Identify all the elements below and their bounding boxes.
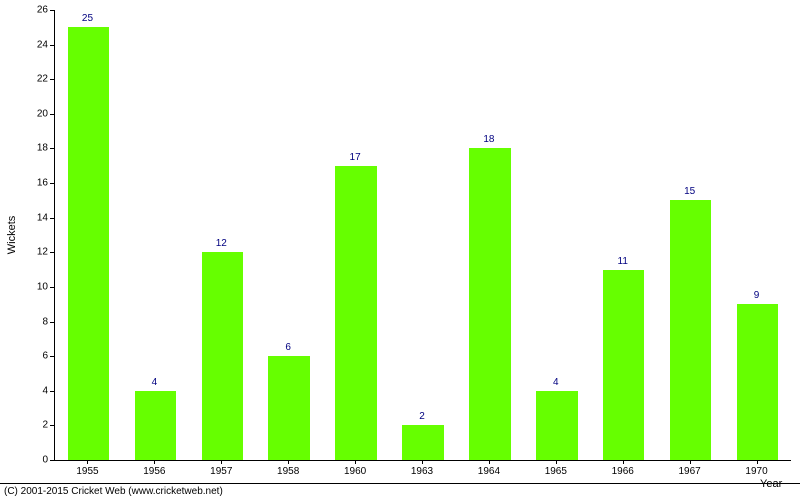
- bar-value-label: 6: [268, 342, 308, 353]
- plot-area: [54, 10, 791, 461]
- bar-value-label: 12: [201, 238, 241, 249]
- y-tick-mark: [50, 79, 54, 80]
- y-axis-title: Wickets: [6, 216, 18, 255]
- footer-copyright: (C) 2001-2015 Cricket Web (www.cricketwe…: [4, 486, 223, 497]
- x-tick-mark: [422, 460, 423, 464]
- x-tick-mark: [690, 460, 691, 464]
- x-tick-mark: [87, 460, 88, 464]
- y-tick-mark: [50, 460, 54, 461]
- x-tick-mark: [154, 460, 155, 464]
- y-tick-label: 22: [30, 74, 48, 85]
- chart-container: 02468101214161820222426 1955195619571958…: [0, 0, 800, 500]
- y-tick-label: 2: [30, 420, 48, 431]
- bar: [469, 148, 510, 460]
- x-tick-label: 1965: [545, 466, 567, 477]
- bar-value-label: 9: [737, 290, 777, 301]
- y-tick-mark: [50, 183, 54, 184]
- y-tick-mark: [50, 218, 54, 219]
- bar: [202, 252, 243, 460]
- x-tick-label: 1967: [679, 466, 701, 477]
- bars-group: [55, 10, 791, 460]
- y-tick-label: 8: [30, 316, 48, 327]
- y-tick-label: 20: [30, 108, 48, 119]
- bar-value-label: 18: [469, 134, 509, 145]
- y-tick-mark: [50, 148, 54, 149]
- bar-value-label: 25: [67, 13, 107, 24]
- y-tick-label: 6: [30, 351, 48, 362]
- y-tick-label: 12: [30, 247, 48, 258]
- y-tick-label: 0: [30, 455, 48, 466]
- x-tick-mark: [623, 460, 624, 464]
- footer-divider: [0, 483, 800, 484]
- bar: [670, 200, 711, 460]
- bar: [335, 166, 376, 460]
- bar: [603, 270, 644, 460]
- y-tick-mark: [50, 356, 54, 357]
- bar-value-label: 11: [603, 256, 643, 267]
- bar: [737, 304, 778, 460]
- y-tick-label: 18: [30, 143, 48, 154]
- bar: [268, 356, 309, 460]
- x-axis-title: Year: [760, 478, 782, 490]
- x-tick-label: 1960: [344, 466, 366, 477]
- y-tick-mark: [50, 10, 54, 11]
- x-tick-mark: [556, 460, 557, 464]
- y-tick-mark: [50, 252, 54, 253]
- y-tick-label: 4: [30, 385, 48, 396]
- x-tick-mark: [489, 460, 490, 464]
- x-tick-mark: [757, 460, 758, 464]
- bar-value-label: 15: [670, 186, 710, 197]
- y-tick-label: 26: [30, 5, 48, 16]
- y-tick-mark: [50, 287, 54, 288]
- y-tick-mark: [50, 425, 54, 426]
- x-tick-label: 1958: [277, 466, 299, 477]
- y-tick-mark: [50, 322, 54, 323]
- x-tick-mark: [355, 460, 356, 464]
- x-tick-label: 1956: [143, 466, 165, 477]
- x-tick-label: 1955: [76, 466, 98, 477]
- bar: [135, 391, 176, 460]
- y-tick-label: 10: [30, 281, 48, 292]
- bar: [68, 27, 109, 460]
- x-tick-mark: [288, 460, 289, 464]
- bar-value-label: 2: [402, 411, 442, 422]
- x-tick-label: 1966: [612, 466, 634, 477]
- bar-value-label: 17: [335, 152, 375, 163]
- x-tick-label: 1963: [411, 466, 433, 477]
- y-tick-mark: [50, 114, 54, 115]
- x-tick-label: 1964: [478, 466, 500, 477]
- y-tick-label: 14: [30, 212, 48, 223]
- y-tick-label: 16: [30, 178, 48, 189]
- y-tick-mark: [50, 391, 54, 392]
- x-tick-label: 1970: [745, 466, 767, 477]
- bar: [536, 391, 577, 460]
- bar-value-label: 4: [134, 377, 174, 388]
- x-tick-label: 1957: [210, 466, 232, 477]
- bar: [402, 425, 443, 460]
- y-tick-mark: [50, 45, 54, 46]
- bar-value-label: 4: [536, 377, 576, 388]
- x-tick-mark: [221, 460, 222, 464]
- y-tick-label: 24: [30, 39, 48, 50]
